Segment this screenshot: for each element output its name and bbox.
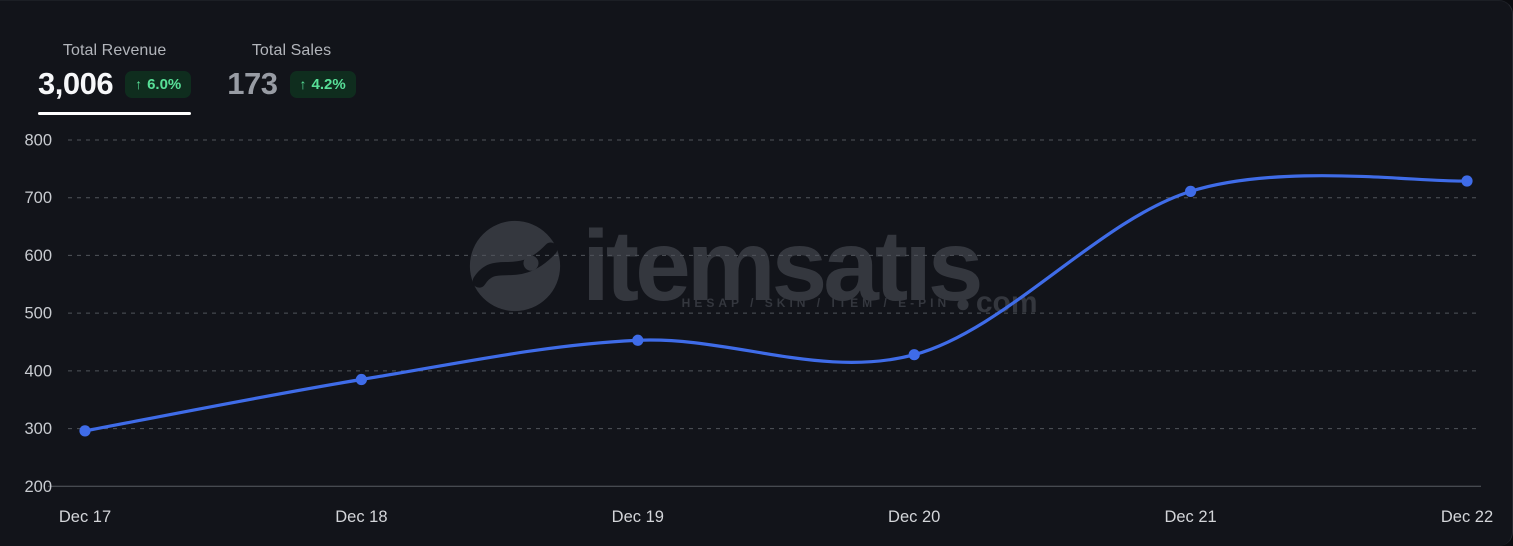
stat-tab-total-sales[interactable]: Total Sales 173 ↑ 4.2%: [213, 41, 369, 115]
itemsatis-logo-icon: [469, 220, 561, 312]
y-axis-label: 500: [24, 305, 52, 323]
stat-label: Total Revenue: [62, 42, 167, 59]
data-point-marker[interactable]: [79, 425, 91, 437]
stat-value: 173: [227, 66, 278, 101]
y-axis-label: 400: [24, 362, 52, 380]
stat-row: 173 ↑ 4.2%: [227, 66, 356, 102]
y-axis-label: 300: [24, 420, 52, 438]
data-point-marker[interactable]: [355, 373, 367, 386]
y-axis-label: 800: [24, 132, 52, 150]
y-axis-label: 600: [24, 247, 52, 265]
x-axis-label: Dec 20: [888, 508, 940, 526]
data-point-marker[interactable]: [1185, 185, 1197, 197]
stat-row: 3,006 ↑ 6.0%: [38, 66, 192, 102]
chart-header: Total Revenue 3,006 ↑ 6.0% Total Sales 17…: [24, 41, 370, 115]
data-point-marker[interactable]: [1461, 175, 1473, 187]
y-axis-label: 700: [24, 189, 52, 207]
stat-label: Total Sales: [251, 42, 332, 59]
stat-value: 3,006: [38, 66, 114, 101]
y-axis-label: 200: [24, 478, 52, 496]
revenue-line-chart[interactable]: 200 300 400 500 600 700 800 Dec 17 Dec 18 Dec 19 D…: [0, 117, 1513, 546]
series-line: [83, 174, 1469, 433]
x-axis-label: Dec 22: [1441, 508, 1493, 526]
change-percent: 6.0%: [147, 75, 182, 93]
active-tab-indicator: [227, 112, 355, 115]
data-point-marker[interactable]: [632, 334, 644, 346]
x-axis-label: Dec 21: [1164, 508, 1216, 526]
change-badge: ↑ 4.2%: [289, 70, 356, 98]
data-point-marker[interactable]: [908, 349, 920, 361]
change-badge: ↑ 6.0%: [125, 70, 192, 98]
change-percent: 4.2%: [311, 75, 346, 93]
arrow-up-icon: ↑: [135, 75, 143, 92]
watermark-brand: itemsatıs: [582, 210, 984, 322]
x-axis-label: Dec 18: [335, 508, 387, 526]
stat-tab-total-revenue[interactable]: Total Revenue 3,006 ↑ 6.0%: [24, 41, 205, 115]
x-axis-label: Dec 19: [612, 508, 664, 526]
arrow-up-icon: ↑: [299, 75, 307, 92]
watermark-tagline: HESAP / SKIN / ITEM / E-PIN: [681, 296, 951, 310]
active-tab-indicator: [38, 112, 192, 115]
x-axis-label: Dec 17: [59, 508, 111, 526]
